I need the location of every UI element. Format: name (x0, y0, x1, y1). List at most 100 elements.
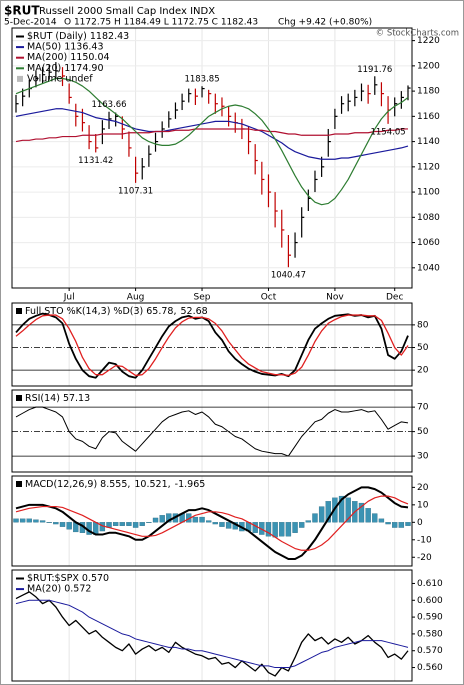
histogram-bar (219, 522, 225, 527)
x-tick-label: Dec (386, 293, 403, 303)
y-tick-label: 30 (417, 452, 429, 462)
watermark: © StockCharts.com (376, 29, 459, 39)
annotation: 1163.66 (91, 100, 126, 110)
legend-swatch (17, 75, 23, 82)
histogram-bar (265, 522, 272, 537)
histogram-bar (66, 522, 72, 530)
series-line (15, 406, 409, 457)
quote-change: Chg +9.42 (+0.80%) (278, 18, 372, 28)
legend-label: $RUT (Daily) 1182.43 (27, 31, 129, 42)
y-tick-label: 50 (417, 343, 429, 353)
quote-ohlc: O 1172.75 H 1184.49 L 1172.75 C 1182.43 (64, 18, 258, 28)
histogram-bar (19, 518, 26, 523)
y-tick-label: 70 (417, 403, 429, 413)
histogram-bar (358, 502, 365, 523)
histogram-bar (146, 522, 152, 523)
legend-label: Full STO %K(14,3) %D(3) 65.78, (25, 306, 176, 317)
series-line (15, 128, 409, 143)
histogram-bar (252, 522, 258, 533)
y-tick-label: 0 (417, 518, 423, 528)
histogram-bar (166, 513, 172, 523)
panel-border (11, 569, 413, 682)
x-tick-label: Nov (326, 293, 344, 303)
legend-label: MACD(12,26,9) 8.555, (25, 479, 130, 490)
histogram-bar (378, 518, 385, 523)
y-tick-label: 0.560 (417, 663, 443, 673)
histogram-bar (325, 501, 331, 523)
legend-label: Volume undef (27, 73, 93, 84)
y-tick-label: 50 (417, 427, 429, 437)
series-line (15, 599, 409, 669)
histogram-bar (46, 522, 52, 523)
legend-label: MA(20) 0.572 (27, 584, 91, 595)
histogram-bar (365, 508, 371, 523)
histogram-bar (305, 520, 312, 523)
annotation: 1191.76 (357, 65, 392, 75)
x-tick-label: Sep (194, 293, 211, 303)
quote-date: 5-Dec-2014 (4, 18, 57, 28)
histogram-bar (292, 522, 298, 533)
histogram-bar (112, 522, 119, 526)
histogram-bar (59, 522, 66, 527)
x-tick-label: Aug (127, 293, 145, 303)
y-tick-label: 1180 (417, 87, 440, 97)
x-tick-label: Jul (63, 293, 75, 303)
annotation: 1183.85 (184, 75, 219, 85)
histogram-bar (279, 522, 285, 537)
histogram-bar (132, 522, 139, 528)
histogram-bar (372, 513, 378, 523)
histogram-bar (398, 522, 405, 528)
y-tick-label: 20 (417, 366, 429, 376)
y-tick-label: 0.610 (417, 579, 443, 589)
panel-border (11, 389, 413, 473)
y-tick-label: 1120 (417, 162, 440, 172)
histogram-bar (385, 522, 391, 525)
histogram-bar (199, 516, 205, 523)
legend-swatch (16, 308, 22, 314)
panel-border (11, 475, 413, 567)
y-tick-label: 1060 (417, 238, 440, 248)
chart-subtitle: Russell 2000 Small Cap Index INDX (39, 6, 215, 17)
histogram-bar (285, 522, 292, 537)
histogram-bar (272, 522, 278, 538)
histogram-bar (39, 520, 46, 523)
series-line (15, 495, 409, 551)
histogram-bar (312, 513, 318, 523)
annotation: 1154.05 (370, 127, 405, 137)
histogram-bar (26, 518, 32, 523)
legend-swatch (16, 395, 22, 401)
x-tick-label: Oct (261, 293, 277, 303)
legend-label: -1.965 (175, 479, 206, 490)
y-tick-label: 20 (417, 483, 429, 493)
histogram-bar (33, 519, 39, 523)
histogram-bar (212, 522, 218, 525)
legend-label: 52.68 (180, 306, 207, 317)
series-line (15, 591, 409, 677)
histogram-bar (299, 522, 305, 528)
histogram-bar (126, 522, 132, 526)
legend-label: $RUT:$SPX 0.570 (27, 573, 109, 584)
y-tick-label: 1220 (417, 36, 440, 46)
histogram-bar (338, 495, 345, 523)
histogram-bar (225, 522, 232, 529)
y-tick-label: 1140 (417, 137, 440, 147)
series-line (15, 312, 409, 379)
histogram-bar (152, 517, 159, 523)
y-tick-label: 0.580 (417, 629, 443, 639)
panel (12, 570, 412, 681)
histogram-bar (206, 520, 212, 523)
y-tick-label: 80 (417, 320, 429, 330)
series-line (15, 314, 409, 377)
annotation: 1131.42 (78, 156, 113, 166)
y-tick-label: 0.600 (417, 596, 443, 606)
y-tick-label: -20 (417, 553, 432, 563)
histogram-bar (53, 522, 59, 525)
histogram-bar (119, 522, 125, 526)
chart-title: $RUT (4, 4, 40, 18)
histogram-bar (405, 522, 411, 526)
y-tick-label: 1080 (417, 213, 440, 223)
y-tick-label: -10 (417, 535, 432, 545)
legend-label: MA(20) 1174.90 (27, 63, 104, 74)
legend-label: RSI(14) 57.13 (25, 393, 90, 404)
